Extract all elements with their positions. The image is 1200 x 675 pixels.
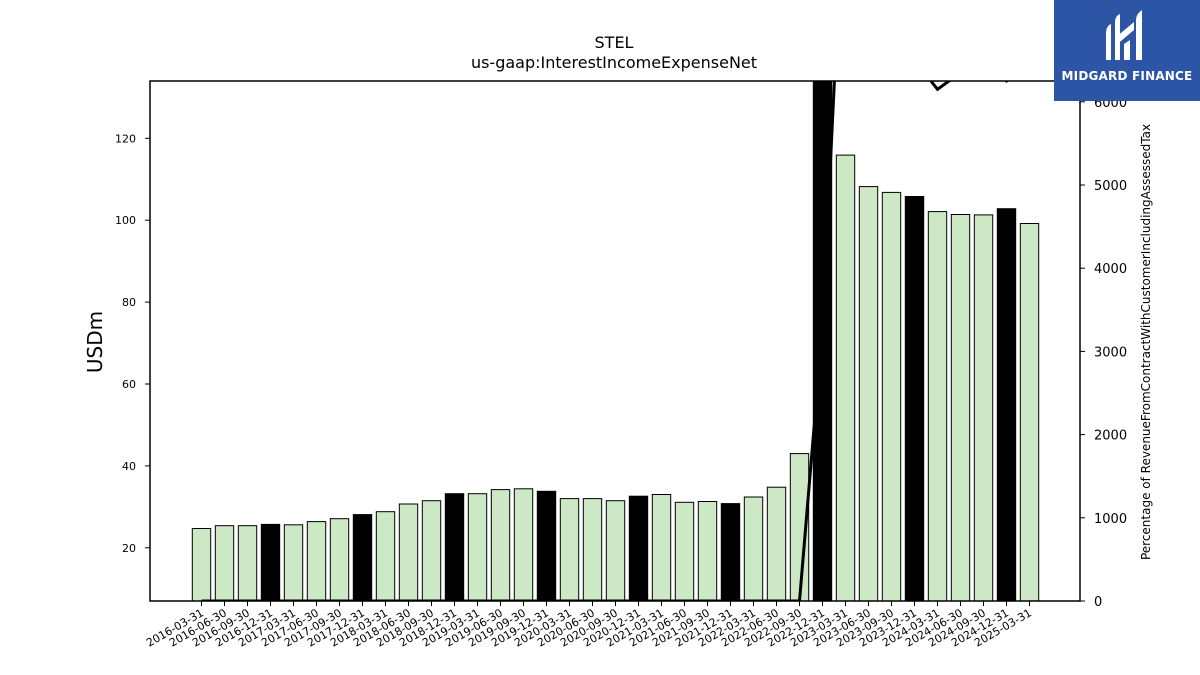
y-tick-label: 100: [115, 214, 136, 227]
y2-tick-label: 1000: [1094, 512, 1127, 527]
bar: [858, 186, 879, 602]
bar: [191, 528, 212, 602]
bar: [881, 191, 902, 602]
plot-frame: [149, 80, 1081, 602]
bar: [398, 503, 419, 602]
y2-tick-label: 4000: [1094, 262, 1127, 277]
bar: [490, 489, 511, 602]
bar: [214, 525, 235, 602]
bar: [375, 511, 396, 602]
bar: [421, 500, 442, 602]
bar: [835, 154, 856, 602]
y-tick-label: 80: [122, 296, 136, 309]
brand-logo: MIDGARD FINANCE: [1054, 0, 1200, 101]
bar: [904, 196, 925, 602]
bar: [950, 214, 971, 602]
bar: [697, 501, 718, 602]
y-tick-label: 40: [122, 460, 136, 473]
y-axis-label: USDm: [83, 311, 107, 373]
bar: [743, 496, 764, 602]
midgard-logo-icon: [1106, 10, 1142, 60]
y2-tick-label: 0: [1094, 595, 1102, 610]
y-tick-label: 60: [122, 378, 136, 391]
bar: [283, 524, 304, 602]
chart-title: STEL: [595, 33, 634, 52]
y2-tick-label: 3000: [1094, 345, 1127, 360]
y-tick-label: 120: [115, 132, 136, 145]
bar: [444, 493, 465, 602]
bar: [329, 518, 350, 602]
bar: [306, 521, 327, 602]
bar: [582, 498, 603, 602]
bar: [674, 501, 695, 602]
bar: [927, 211, 948, 602]
bar: [720, 503, 741, 602]
bar: [237, 525, 258, 602]
bar: [1019, 223, 1040, 602]
brand-name: MIDGARD FINANCE: [1061, 69, 1193, 83]
y2-tick-label: 2000: [1094, 429, 1127, 444]
bar: [467, 493, 488, 602]
bar: [559, 498, 580, 602]
chart-subtitle: us-gaap:InterestIncomeExpenseNet: [471, 53, 757, 72]
bar: [605, 500, 626, 602]
bar: [628, 495, 649, 602]
bar: [513, 488, 534, 602]
bar: [536, 490, 557, 602]
bar: [260, 523, 281, 602]
bar: [973, 214, 994, 602]
bar: [352, 514, 373, 602]
y2-axis-label: Percentage of RevenueFromContractWithCus…: [1139, 124, 1153, 560]
y-tick-label: 20: [122, 542, 136, 555]
bar: [996, 208, 1017, 602]
bar: [651, 494, 672, 602]
bar: [766, 486, 787, 602]
y2-tick-label: 5000: [1094, 179, 1127, 194]
